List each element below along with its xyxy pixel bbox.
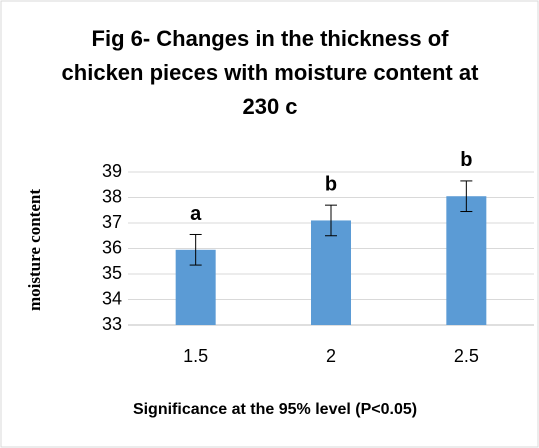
annotation: b <box>325 173 337 195</box>
y-tick-label: 34 <box>102 288 122 308</box>
bar <box>311 220 351 325</box>
y-tick-label: 38 <box>102 186 122 206</box>
bar <box>446 196 487 325</box>
x-tick-label: 2 <box>326 346 336 366</box>
y-tick-label: 35 <box>102 263 122 283</box>
x-tick-label: 2.5 <box>454 346 479 366</box>
y-tick-label: 39 <box>102 161 122 181</box>
y-tick-label: 33 <box>102 314 122 334</box>
y-tick-label: 36 <box>102 237 122 257</box>
x-tick-label: 1.5 <box>183 346 208 366</box>
y-axis-label: moisture content <box>25 189 44 311</box>
x-axis-label: Significance at the 95% level (P<0.05) <box>133 401 417 418</box>
chart-title: Fig 6- Changes in the thickness of chick… <box>61 26 479 119</box>
annotation: a <box>190 203 202 225</box>
y-tick-label: 37 <box>102 212 122 232</box>
annotation: b <box>460 149 472 171</box>
